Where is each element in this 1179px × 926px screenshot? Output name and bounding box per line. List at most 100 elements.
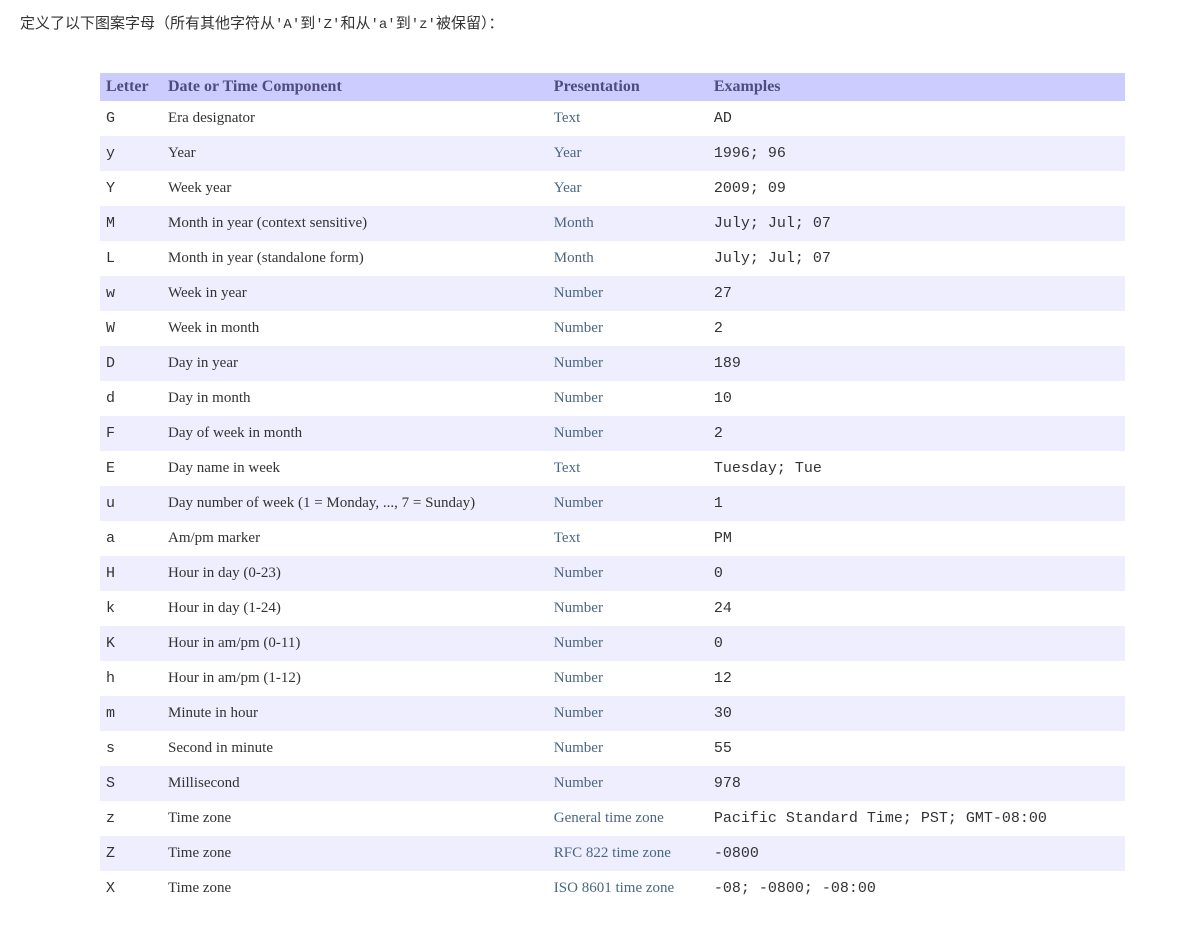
table-row: LMonth in year (standalone form)MonthJul… (100, 241, 1125, 276)
cell-examples: AD (708, 101, 1125, 136)
cell-component: Day of week in month (162, 416, 548, 451)
presentation-link[interactable]: Text (554, 530, 580, 546)
cell-letter: w (100, 276, 162, 311)
cell-component: Month in year (context sensitive) (162, 206, 548, 241)
cell-component: Time zone (162, 871, 548, 906)
cell-letter: L (100, 241, 162, 276)
cell-component: Week in year (162, 276, 548, 311)
table-row: SMillisecondNumber978 (100, 766, 1125, 801)
cell-letter: M (100, 206, 162, 241)
cell-presentation: Month (548, 206, 708, 241)
cell-presentation: Number (548, 276, 708, 311)
header-letter: Letter (100, 73, 162, 101)
cell-component: Hour in am/pm (0-11) (162, 626, 548, 661)
cell-presentation: Number (548, 696, 708, 731)
cell-component: Day in month (162, 381, 548, 416)
cell-letter: H (100, 556, 162, 591)
cell-examples: 2 (708, 311, 1125, 346)
table-row: GEra designatorTextAD (100, 101, 1125, 136)
table-row: hHour in am/pm (1-12)Number12 (100, 661, 1125, 696)
header-presentation: Presentation (548, 73, 708, 101)
intro-mid-3: 到 (396, 15, 411, 32)
intro-code-1: 'A' (275, 17, 300, 33)
cell-component: Era designator (162, 101, 548, 136)
cell-letter: Y (100, 171, 162, 206)
table-header-row: Letter Date or Time Component Presentati… (100, 73, 1125, 101)
cell-letter: F (100, 416, 162, 451)
cell-examples: 12 (708, 661, 1125, 696)
cell-presentation: RFC 822 time zone (548, 836, 708, 871)
cell-presentation: Year (548, 171, 708, 206)
cell-letter: W (100, 311, 162, 346)
header-component: Date or Time Component (162, 73, 548, 101)
presentation-link[interactable]: Text (554, 460, 580, 476)
presentation-link[interactable]: Text (554, 110, 580, 126)
cell-examples: 30 (708, 696, 1125, 731)
cell-presentation: Month (548, 241, 708, 276)
cell-examples: 1 (708, 486, 1125, 521)
presentation-link[interactable]: Month (554, 250, 594, 266)
cell-presentation: Number (548, 346, 708, 381)
cell-letter: D (100, 346, 162, 381)
table-row: EDay name in weekTextTuesday; Tue (100, 451, 1125, 486)
cell-examples: July; Jul; 07 (708, 206, 1125, 241)
presentation-link[interactable]: Number (554, 740, 603, 756)
cell-presentation: Text (548, 521, 708, 556)
cell-component: Day in year (162, 346, 548, 381)
table-row: KHour in am/pm (0-11)Number0 (100, 626, 1125, 661)
cell-component: Week year (162, 171, 548, 206)
presentation-link[interactable]: Year (554, 180, 582, 196)
cell-examples: 978 (708, 766, 1125, 801)
presentation-link[interactable]: Month (554, 215, 594, 231)
cell-component: Hour in day (0-23) (162, 556, 548, 591)
presentation-link[interactable]: Year (554, 145, 582, 161)
header-examples: Examples (708, 73, 1125, 101)
cell-presentation: Number (548, 661, 708, 696)
presentation-link[interactable]: Number (554, 390, 603, 406)
presentation-link[interactable]: Number (554, 635, 603, 651)
cell-presentation: Number (548, 766, 708, 801)
intro-suffix: 被保留）： (436, 15, 504, 32)
cell-examples: 0 (708, 556, 1125, 591)
presentation-link[interactable]: Number (554, 600, 603, 616)
cell-examples: 189 (708, 346, 1125, 381)
presentation-link[interactable]: Number (554, 565, 603, 581)
presentation-link[interactable]: Number (554, 285, 603, 301)
presentation-link[interactable]: General time zone (554, 810, 664, 826)
presentation-link[interactable]: Number (554, 495, 603, 511)
cell-letter: k (100, 591, 162, 626)
cell-component: Minute in hour (162, 696, 548, 731)
presentation-link[interactable]: Number (554, 670, 603, 686)
table-row: XTime zoneISO 8601 time zone-08; -0800; … (100, 871, 1125, 906)
cell-examples: July; Jul; 07 (708, 241, 1125, 276)
cell-examples: Tuesday; Tue (708, 451, 1125, 486)
table-row: WWeek in month Number 2 (100, 311, 1125, 346)
table-row: dDay in monthNumber10 (100, 381, 1125, 416)
cell-presentation: Number (548, 486, 708, 521)
presentation-link[interactable]: Number (554, 705, 603, 721)
cell-letter: d (100, 381, 162, 416)
cell-presentation: Number (548, 556, 708, 591)
presentation-link[interactable]: ISO 8601 time zone (554, 880, 674, 896)
cell-examples: Pacific Standard Time; PST; GMT-08:00 (708, 801, 1125, 836)
cell-examples: -0800 (708, 836, 1125, 871)
intro-code-2: 'Z' (315, 17, 340, 33)
cell-letter: s (100, 731, 162, 766)
intro-code-3: 'a' (370, 17, 395, 33)
presentation-link[interactable]: Number (554, 320, 603, 336)
cell-component: Week in month (162, 311, 548, 346)
presentation-link[interactable]: Number (554, 775, 603, 791)
cell-examples: 27 (708, 276, 1125, 311)
cell-component: Hour in day (1-24) (162, 591, 548, 626)
cell-presentation: Number (548, 381, 708, 416)
presentation-link[interactable]: Number (554, 425, 603, 441)
cell-examples: PM (708, 521, 1125, 556)
cell-examples: 1996; 96 (708, 136, 1125, 171)
table-row: DDay in year Number 189 (100, 346, 1125, 381)
presentation-link[interactable]: Number (554, 355, 603, 371)
cell-component: Time zone (162, 801, 548, 836)
cell-letter: X (100, 871, 162, 906)
presentation-link[interactable]: RFC 822 time zone (554, 845, 671, 861)
cell-examples: 24 (708, 591, 1125, 626)
table-row: uDay number of week (1 = Monday, ..., 7 … (100, 486, 1125, 521)
